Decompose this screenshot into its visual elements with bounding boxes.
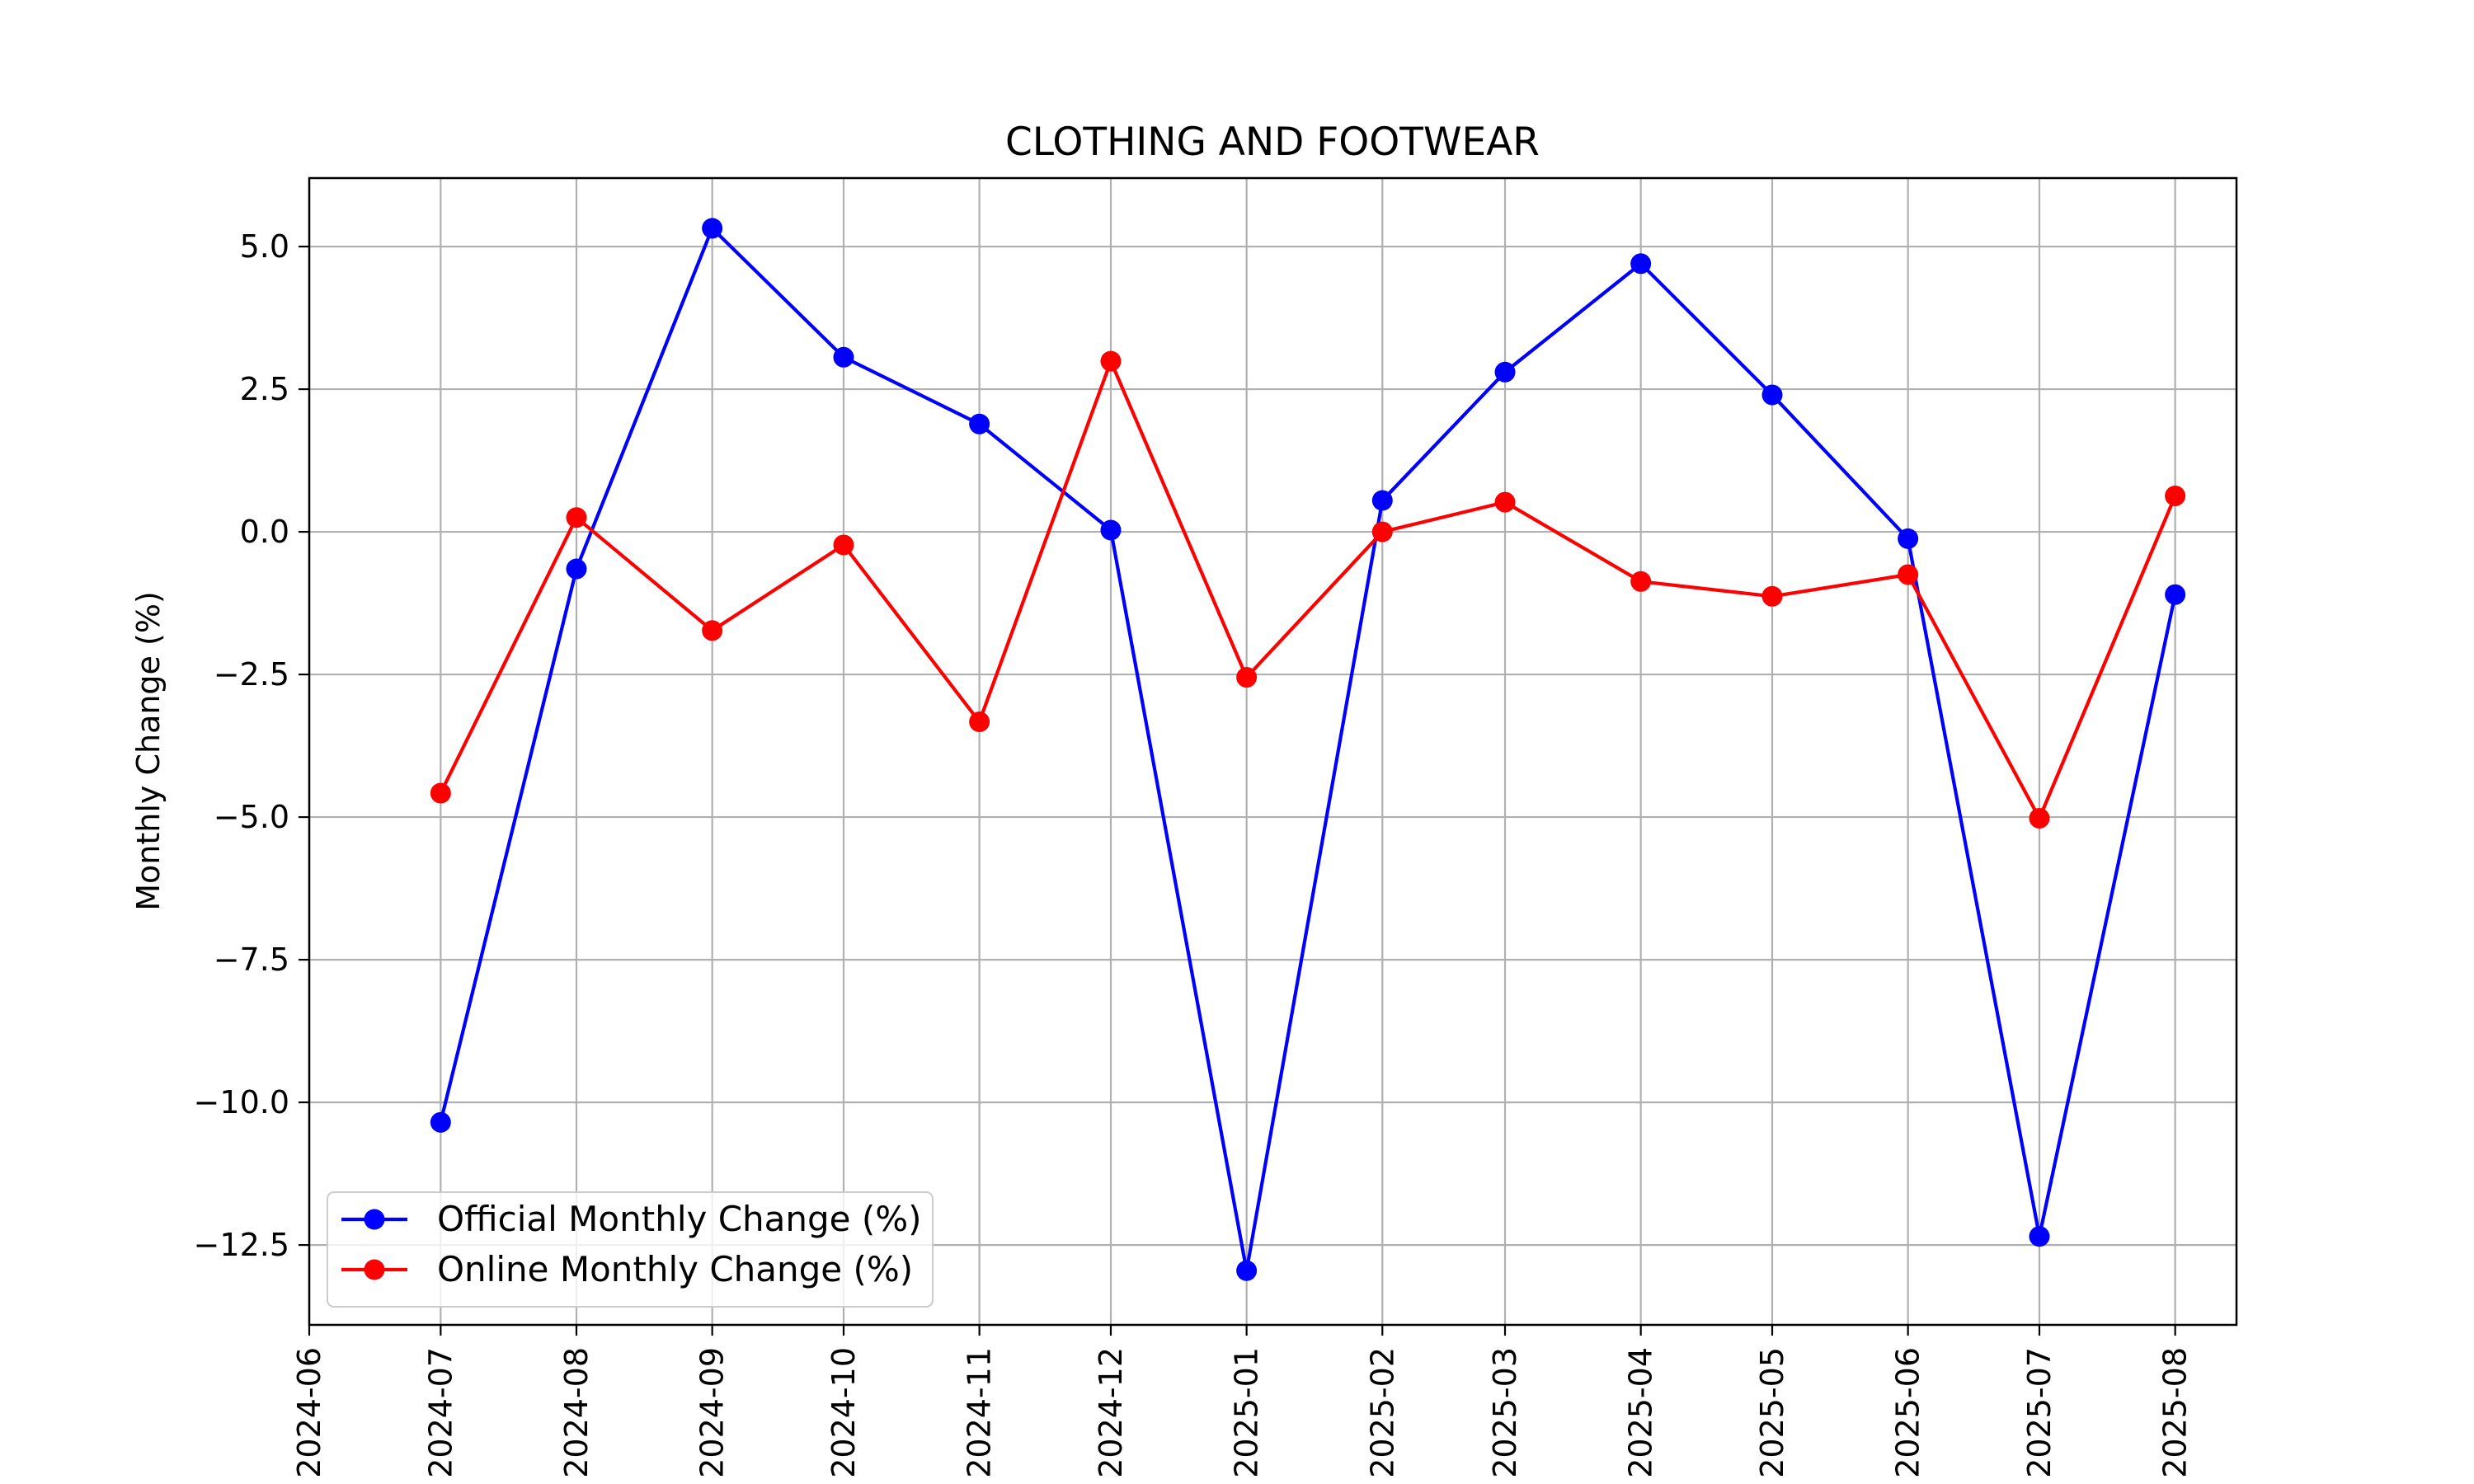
data-point — [1236, 667, 1258, 688]
data-point — [1371, 490, 1393, 511]
x-tick-label: 2025-07 — [2021, 1347, 2058, 1478]
x-tick-label: 2024-09 — [694, 1347, 731, 1478]
x-tick-label: 2024-10 — [825, 1347, 862, 1478]
x-tick-label: 2025-08 — [2157, 1347, 2194, 1478]
x-tick-label: 2025-01 — [1229, 1347, 1265, 1478]
data-point — [2029, 1226, 2050, 1247]
data-point — [430, 1111, 451, 1133]
y-tick-label: 2.5 — [240, 371, 289, 407]
data-point — [2165, 485, 2186, 506]
x-tick-label: 2024-07 — [422, 1347, 459, 1478]
data-point — [969, 413, 990, 434]
y-tick-label: −2.5 — [214, 656, 289, 693]
data-point — [1494, 361, 1516, 383]
x-tick-label: 2025-05 — [1754, 1347, 1790, 1478]
legend-entry: Official Monthly Change (%) — [341, 1199, 922, 1239]
data-point — [2165, 584, 2186, 605]
data-point — [1898, 528, 1919, 549]
data-point — [833, 346, 854, 368]
chart-title: CLOTHING AND FOOTWEAR — [1005, 120, 1540, 165]
y-tick-label: 5.0 — [240, 228, 289, 265]
data-point — [1898, 564, 1919, 585]
x-tick-label: 2024-12 — [1093, 1347, 1129, 1478]
series-group — [430, 218, 2186, 1281]
data-point — [833, 534, 854, 556]
legend-entry: Online Monthly Change (%) — [341, 1249, 913, 1289]
data-point — [702, 620, 723, 641]
series-line — [439, 359, 2177, 820]
series-line — [439, 226, 2177, 1273]
data-point — [969, 711, 990, 733]
x-tick-label: 2025-02 — [1364, 1347, 1400, 1478]
data-point — [1100, 519, 1122, 541]
data-point — [2029, 807, 2050, 829]
y-tick-label: −5.0 — [214, 799, 289, 835]
grid — [308, 178, 2236, 1325]
x-tick-label: 2024-11 — [962, 1347, 998, 1478]
legend: Official Monthly Change (%) Online Monthl… — [327, 1191, 934, 1308]
y-tick-label: 0.0 — [240, 514, 289, 550]
data-point — [1630, 571, 1652, 592]
data-point — [566, 507, 587, 528]
data-point — [1761, 585, 1783, 607]
data-point — [566, 558, 587, 580]
data-point — [430, 782, 451, 804]
legend-marker — [364, 1259, 385, 1280]
x-tick-label: 2025-03 — [1487, 1347, 1523, 1478]
legend-label: Official Monthly Change (%) — [437, 1199, 922, 1239]
data-point — [1371, 521, 1393, 542]
legend-label: Online Monthly Change (%) — [437, 1249, 913, 1289]
y-tick-label: −12.5 — [194, 1227, 289, 1263]
data-point — [1100, 350, 1122, 372]
data-point — [1630, 253, 1652, 275]
data-point — [702, 218, 723, 239]
y-axis-label: Monthly Change (%) — [130, 591, 167, 911]
data-point — [1761, 384, 1783, 406]
data-point — [1236, 1260, 1258, 1281]
x-tick-label: 2024-08 — [558, 1347, 595, 1478]
y-tick-label: −10.0 — [194, 1084, 289, 1120]
legend-box — [327, 1191, 934, 1308]
legend-marker — [364, 1209, 385, 1230]
x-tick-label: 2025-06 — [1890, 1347, 1926, 1478]
axis-ticks: 2024-06 2024-07 2024-08 2024-09 2024-10 2024-… — [194, 228, 2194, 1478]
x-tick-label: 2024-06 — [291, 1347, 327, 1478]
data-point — [1494, 491, 1516, 513]
x-tick-label: 2025-04 — [1623, 1347, 1659, 1478]
plot-frame — [308, 176, 2238, 1327]
series-2 — [430, 350, 2186, 829]
y-tick-label: −7.5 — [214, 942, 289, 978]
series-1 — [430, 218, 2186, 1281]
